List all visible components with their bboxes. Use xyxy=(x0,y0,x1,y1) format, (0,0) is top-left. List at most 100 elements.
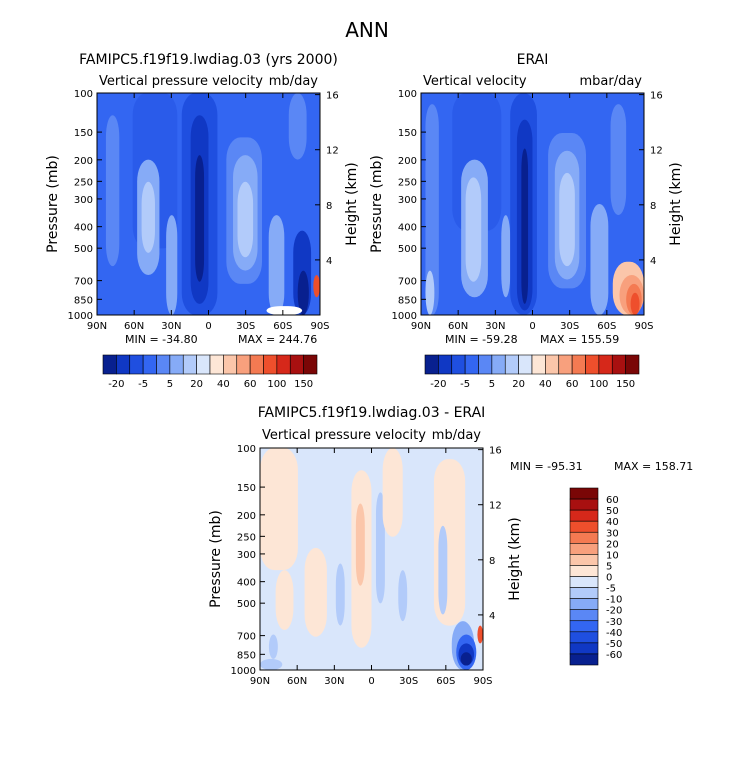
colorbar-swatch xyxy=(569,520,599,533)
colorbar-swatch xyxy=(102,354,117,375)
x-tick-label: 30N xyxy=(324,676,344,687)
colorbar-swatch xyxy=(156,354,171,375)
y-axis-right-label: Height (km) xyxy=(507,517,523,600)
x-tick-label: 30S xyxy=(399,676,418,687)
contour-field xyxy=(421,93,644,315)
colorbar-swatch xyxy=(303,354,318,375)
colorbar-swatch xyxy=(491,354,506,375)
colorbar-swatch xyxy=(569,587,599,599)
colorbar-swatch xyxy=(531,354,546,375)
colorbar-swatch xyxy=(569,565,599,577)
x-tick-label: 60S xyxy=(436,676,455,687)
y-tick-label: 400 xyxy=(74,223,93,234)
colorbar-swatch xyxy=(569,498,599,511)
x-tick-label: 90N xyxy=(411,321,431,332)
panel-3: FAMIPC5.f19f19.lwdiag.03 - ERAI Vertical … xyxy=(208,405,693,687)
x-tick-label: 60N xyxy=(124,321,144,332)
colorbar-swatch xyxy=(569,543,599,555)
y-tick-right-label: 8 xyxy=(326,201,332,212)
colorbar-swatch xyxy=(464,354,479,375)
colorbar-swatch xyxy=(569,653,599,666)
colorbar-label: 20 xyxy=(190,379,203,390)
min-label: MIN = -95.31 xyxy=(510,460,583,473)
colorbar-swatch xyxy=(142,354,157,375)
colorbar-swatch xyxy=(569,487,599,500)
y-tick-label: 250 xyxy=(237,532,256,543)
contour-region xyxy=(425,104,439,315)
colorbar-swatch xyxy=(585,354,600,375)
panel-title: ERAI xyxy=(517,52,549,68)
y-tick-right-label: 12 xyxy=(489,501,502,512)
contour-region xyxy=(268,634,278,659)
colorbar-label: 40 xyxy=(217,379,230,390)
y-tick-label: 1000 xyxy=(68,311,93,322)
panel-title: FAMIPC5.f19f19.lwdiag.03 (yrs 2000) xyxy=(79,52,338,68)
contour-region xyxy=(195,155,205,282)
colorbar-swatch xyxy=(263,354,278,375)
colorbar-swatch xyxy=(236,354,251,375)
colorbar-label: 10 xyxy=(606,550,619,561)
colorbar-label: -40 xyxy=(606,628,622,639)
colorbar-label: -5 xyxy=(138,379,148,390)
colorbar-swatch xyxy=(569,509,599,522)
colorbar-label: 60 xyxy=(244,379,257,390)
y-tick-label: 200 xyxy=(398,156,417,167)
colorbar-swatch xyxy=(116,354,131,375)
x-tick-label: 30S xyxy=(560,321,579,332)
colorbar-swatch xyxy=(182,354,197,375)
contour-region xyxy=(382,448,403,537)
x-tick-label: 60S xyxy=(273,321,292,332)
colorbar-swatch xyxy=(569,609,599,622)
y-axis-right-label: Height (km) xyxy=(668,162,684,245)
y-tick-label: 700 xyxy=(74,277,93,288)
contour-region xyxy=(105,115,120,267)
panel-1: FAMIPC5.f19f19.lwdiag.03 (yrs 2000) Verti… xyxy=(45,52,360,390)
contour-field xyxy=(260,448,483,670)
colorbar-swatch xyxy=(611,354,626,375)
colorbar-label: -20 xyxy=(606,606,622,617)
colorbar-swatch xyxy=(518,354,533,375)
y-tick-right-label: 12 xyxy=(650,146,663,157)
colorbar-swatch xyxy=(571,354,586,375)
y-tick-right-label: 4 xyxy=(489,611,495,622)
y-tick-label: 200 xyxy=(74,156,93,167)
colorbar-swatch xyxy=(289,354,304,375)
y-tick-label: 1000 xyxy=(392,311,417,322)
contour-region xyxy=(559,172,575,267)
colorbar-label: 60 xyxy=(566,379,579,390)
y-tick-label: 500 xyxy=(398,244,417,255)
x-tick-label: 0 xyxy=(205,321,211,332)
contour-region xyxy=(477,625,483,644)
max-label: MAX = 155.59 xyxy=(540,333,619,346)
contour-field xyxy=(97,93,320,315)
x-tick-label: 90S xyxy=(634,321,653,332)
contour-region xyxy=(297,270,309,315)
colorbar-label: 150 xyxy=(294,379,313,390)
colorbar-label: 150 xyxy=(616,379,635,390)
min-label: MIN = -34.80 xyxy=(125,333,198,346)
y-tick-label: 500 xyxy=(74,244,93,255)
contour-region xyxy=(237,181,254,258)
colorbar-label: -5 xyxy=(460,379,470,390)
contour-region xyxy=(266,306,303,315)
y-tick-label: 300 xyxy=(398,195,417,206)
contour-region xyxy=(590,204,609,315)
contour-region xyxy=(438,525,448,615)
panel-title: FAMIPC5.f19f19.lwdiag.03 - ERAI xyxy=(258,405,486,421)
colorbar-swatch xyxy=(451,354,466,375)
colorbar-label: 5 xyxy=(167,379,173,390)
y-tick-right-label: 4 xyxy=(650,256,656,267)
y-tick-label: 400 xyxy=(398,223,417,234)
colorbar-swatch xyxy=(569,554,599,566)
contour-region xyxy=(521,148,529,304)
y-tick-label: 300 xyxy=(237,550,256,561)
colorbar-swatch xyxy=(569,598,599,610)
y-tick-label: 150 xyxy=(237,483,256,494)
x-tick-label: 0 xyxy=(529,321,535,332)
contour-region xyxy=(375,492,385,604)
y-tick-label: 700 xyxy=(237,632,256,643)
y-tick-label: 700 xyxy=(398,277,417,288)
x-tick-label: 60N xyxy=(287,676,307,687)
contour-region xyxy=(141,181,155,253)
colorbar-swatch xyxy=(569,631,599,644)
